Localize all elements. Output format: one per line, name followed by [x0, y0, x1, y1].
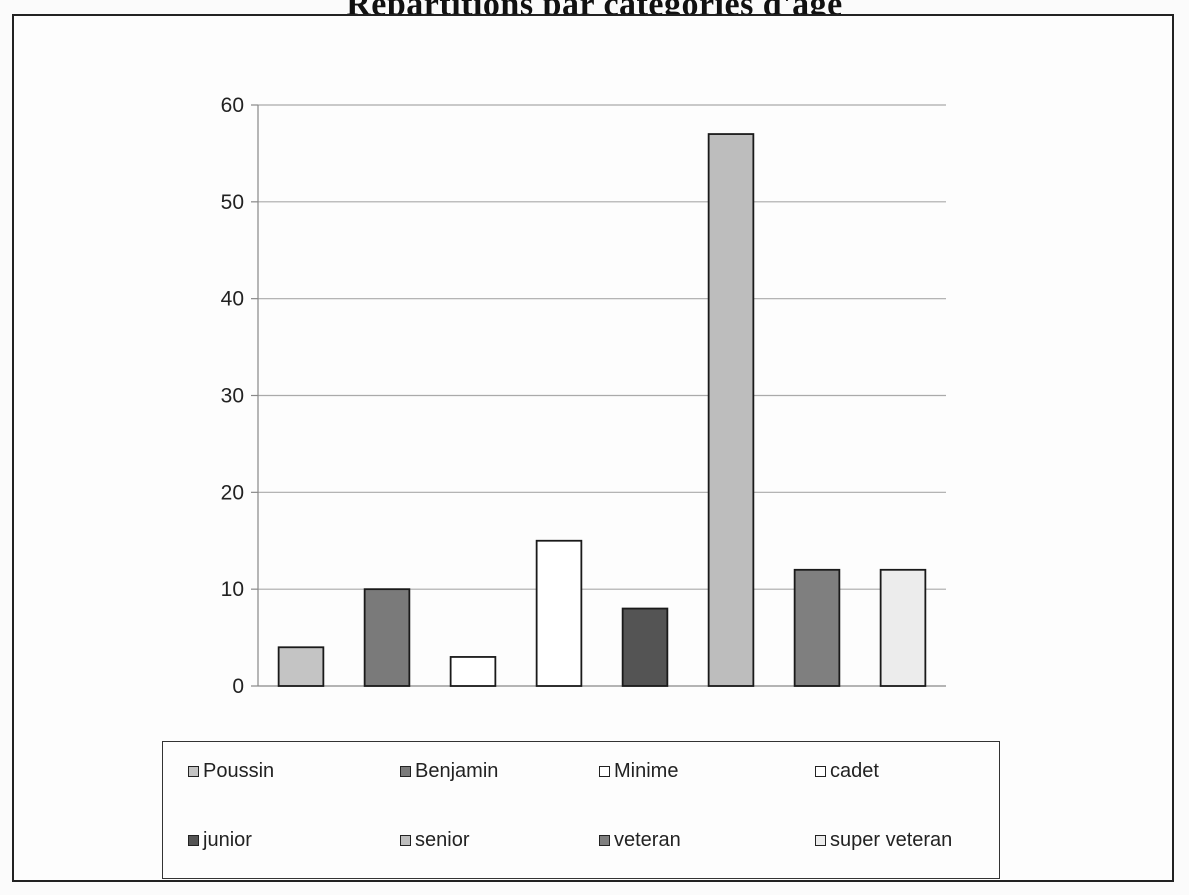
y-tick-label: 0 [232, 675, 244, 698]
legend-label: super veteran [830, 829, 953, 851]
legend-item: veteran [599, 829, 681, 852]
legend-swatch [400, 835, 411, 846]
legend-label: cadet [830, 760, 879, 782]
bar-cadet [535, 539, 583, 687]
legend-item: Poussin [188, 760, 274, 783]
legend-label: Poussin [203, 760, 275, 782]
legend-label: veteran [614, 829, 681, 851]
y-tick-label: 60 [221, 94, 244, 117]
bar-benjamin [363, 588, 411, 687]
legend-label: Minime [614, 760, 679, 782]
legend-label: senior [415, 829, 470, 851]
y-tick-label: 40 [221, 288, 244, 311]
legend-item: Minime [599, 760, 678, 783]
legend-swatch [400, 766, 411, 777]
legend-swatch [815, 835, 826, 846]
y-tick-label: 50 [221, 191, 244, 214]
y-tick-label: 10 [221, 578, 244, 601]
legend-swatch [599, 835, 610, 846]
legend-item: Benjamin [400, 760, 498, 783]
legend-item: super veteran [815, 829, 952, 852]
bar-plot: 0 10 20 30 40 50 60 [221, 94, 946, 698]
legend-swatch [188, 835, 199, 846]
chart-frame: 0 10 20 30 40 50 60 Poussin Benjamin Minime cadet… [12, 14, 1174, 882]
legend-item: junior [188, 829, 252, 852]
y-tick-label: 20 [221, 481, 244, 504]
legend-item: senior [400, 829, 469, 852]
legend-label: Benjamin [415, 760, 499, 782]
legend-swatch [815, 766, 826, 777]
legend-item: cadet [815, 760, 879, 783]
legend-swatch [599, 766, 610, 777]
bar-super-veteran [879, 568, 927, 687]
bar-junior [621, 607, 669, 687]
legend-swatch [188, 766, 199, 777]
legend-label: junior [203, 829, 252, 851]
bar-poussin [277, 646, 325, 687]
legend: Poussin Benjamin Minime cadet junior senior ve… [162, 741, 1000, 879]
y-tick-label: 30 [221, 385, 244, 408]
bar-senior [707, 133, 755, 687]
bar-minime [449, 656, 497, 687]
bar-veteran [793, 568, 841, 687]
